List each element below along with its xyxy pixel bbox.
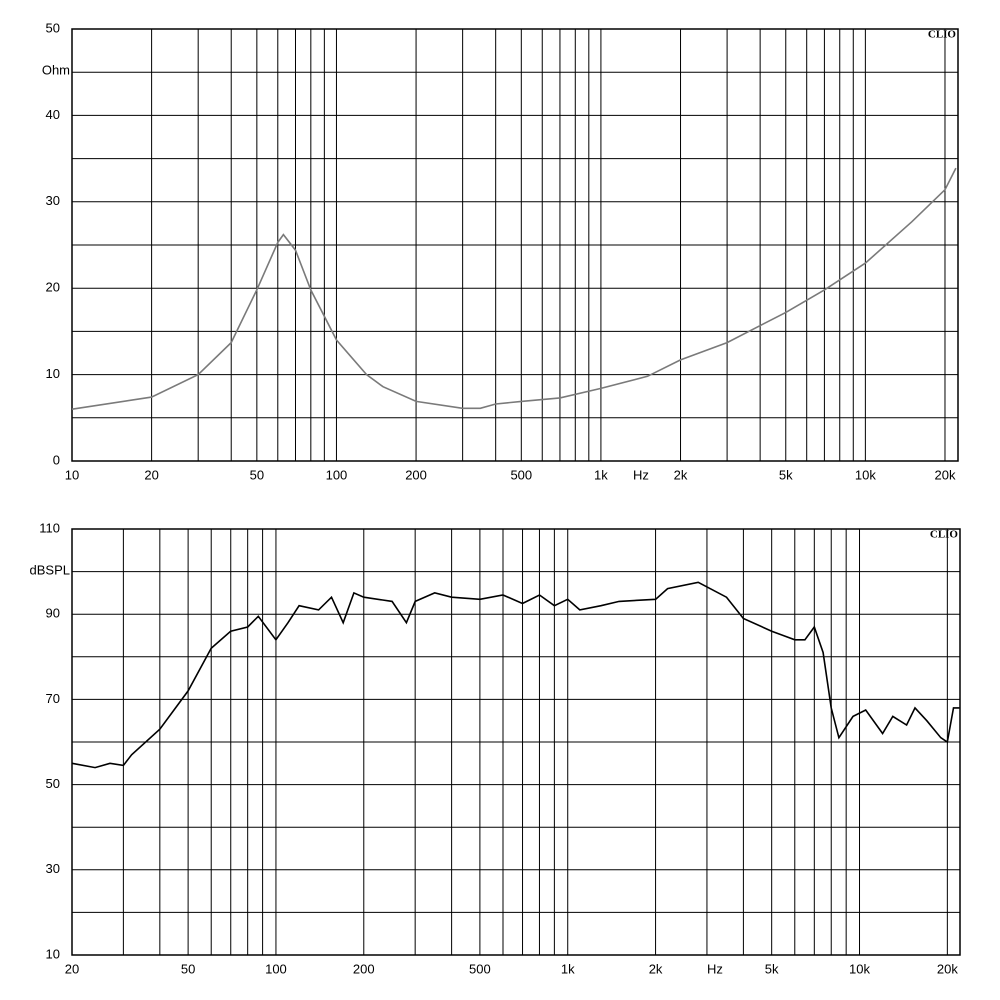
x-tick-label: 50 bbox=[181, 961, 195, 976]
y-tick-label: 90 bbox=[46, 606, 60, 621]
x-tick-label: 20k bbox=[934, 467, 955, 482]
x-tick-label: 5k bbox=[779, 467, 793, 482]
x-tick-label: 20 bbox=[65, 961, 79, 976]
y-tick-label: 20 bbox=[46, 280, 60, 295]
y-tick-label: 110 bbox=[39, 520, 60, 535]
plot-frame bbox=[71, 528, 961, 956]
x-tick-label: 1k bbox=[561, 961, 575, 976]
x-tick-label: 500 bbox=[510, 467, 532, 482]
x-tick-label: 50 bbox=[250, 467, 264, 482]
y-axis-label: Ohm bbox=[42, 62, 70, 77]
y-tick-label: 50 bbox=[46, 776, 60, 791]
x-tick-label: 10 bbox=[65, 467, 79, 482]
annotation: CLIO bbox=[930, 529, 959, 541]
x-axis-label: Hz bbox=[707, 961, 723, 976]
x-tick-label: 10k bbox=[849, 961, 870, 976]
y-tick-label: 10 bbox=[46, 366, 60, 381]
x-tick-label: 20 bbox=[144, 467, 158, 482]
x-tick-label: 100 bbox=[265, 961, 287, 976]
y-tick-label: 0 bbox=[53, 452, 60, 467]
x-tick-label: 20k bbox=[937, 961, 958, 976]
x-tick-label: 200 bbox=[353, 961, 375, 976]
x-tick-label: 5k bbox=[765, 961, 779, 976]
y-tick-label: 50 bbox=[46, 20, 60, 35]
x-tick-label: 1k bbox=[594, 467, 608, 482]
x-axis-label: Hz bbox=[633, 467, 649, 482]
x-tick-label: 500 bbox=[469, 961, 491, 976]
x-tick-label: 100 bbox=[326, 467, 348, 482]
y-tick-label: 40 bbox=[46, 107, 60, 122]
data-line bbox=[71, 167, 957, 410]
y-tick-label: 70 bbox=[46, 691, 60, 706]
y-tick-label: 30 bbox=[46, 193, 60, 208]
x-tick-label: 2k bbox=[649, 961, 663, 976]
y-tick-label: 30 bbox=[46, 861, 60, 876]
y-axis-label: dBSPL bbox=[30, 562, 70, 577]
x-tick-label: 200 bbox=[405, 467, 427, 482]
y-tick-label: 10 bbox=[46, 946, 60, 961]
x-tick-label: 10k bbox=[855, 467, 876, 482]
annotation: CLIO bbox=[928, 29, 957, 41]
data-line bbox=[71, 581, 960, 769]
plot-frame bbox=[71, 28, 959, 462]
x-tick-label: 2k bbox=[674, 467, 688, 482]
